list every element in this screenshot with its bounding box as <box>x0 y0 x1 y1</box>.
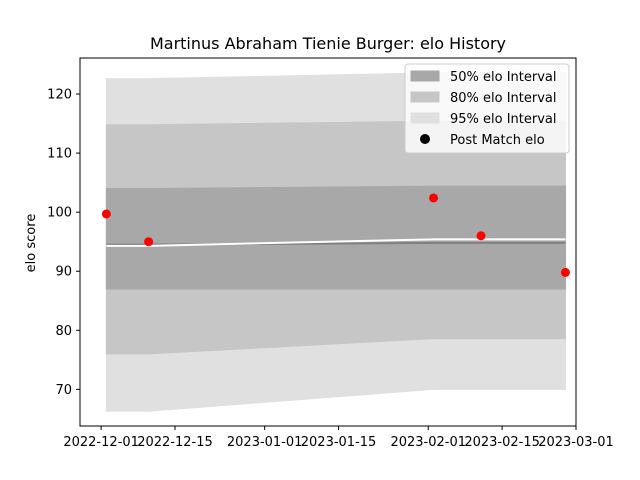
y-tick-label: 90 <box>55 265 72 280</box>
post-match-elo-point <box>476 231 486 241</box>
legend-label: Post Match elo <box>450 133 545 148</box>
post-match-points <box>101 193 570 277</box>
x-tick-label: 2023-03-01 <box>538 435 614 450</box>
legend-marker-point <box>420 134 430 144</box>
post-match-elo-point <box>144 237 154 247</box>
plot-frame <box>79 57 577 427</box>
legend-swatch-1 <box>410 70 440 82</box>
x-tick-label: 2022-12-01 <box>63 435 139 450</box>
post-match-elo-point <box>429 193 439 203</box>
x-tick-label: 2023-02-01 <box>390 435 466 450</box>
legend-label: 50% elo Interval <box>450 70 557 85</box>
legend-box <box>404 63 570 154</box>
y-tick-label: 70 <box>55 383 72 398</box>
y-tick-label: 80 <box>55 324 72 339</box>
legend-swatch-2 <box>410 91 440 103</box>
legend: 50% elo Interval 80% elo Interval 95% elo … <box>404 63 570 154</box>
y-axis-ticks: 70 80 90 100 110 120 <box>47 88 80 398</box>
y-tick-label: 110 <box>47 147 72 162</box>
y-tick-label: 100 <box>47 206 72 221</box>
legend-label: 95% elo Interval <box>450 112 557 127</box>
post-match-elo-point <box>560 267 570 277</box>
legend-swatch-3 <box>410 112 440 124</box>
chart-title: Martinus Abraham Tienie Burger: elo Hist… <box>150 34 506 53</box>
x-tick-label: 2023-02-15 <box>464 435 540 450</box>
median-elo-line <box>106 238 566 247</box>
x-tick-label: 2022-12-15 <box>137 435 213 450</box>
elo-lines <box>106 238 566 247</box>
band-50-interval <box>105 185 566 290</box>
x-tick-label: 2023-01-01 <box>227 435 303 450</box>
x-tick-label: 2023-01-15 <box>301 435 377 450</box>
post-match-elo-point <box>101 209 111 219</box>
mean-elo-line <box>106 241 566 246</box>
y-axis-label: elo score <box>24 214 39 273</box>
y-tick-label: 120 <box>47 88 72 103</box>
legend-label: 80% elo Interval <box>450 91 557 106</box>
